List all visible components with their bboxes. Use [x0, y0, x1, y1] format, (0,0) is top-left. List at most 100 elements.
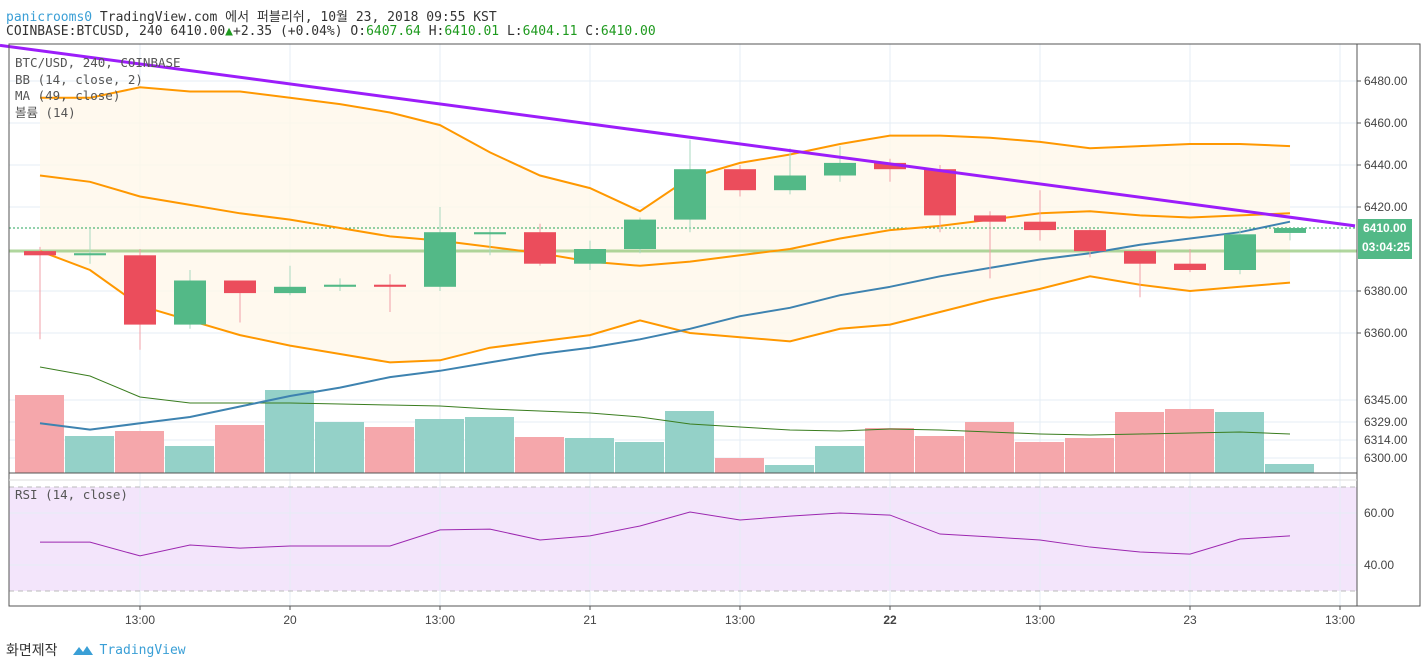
y-tick-label: 6480.00: [1364, 74, 1408, 88]
volume-ma-line: [39, 366, 1291, 436]
volume-bar: [1115, 412, 1164, 473]
candle: [24, 246, 56, 340]
low-value: 6404.11: [522, 24, 578, 39]
tradingview-logo-icon: [72, 646, 93, 655]
candle-body: [474, 232, 506, 235]
rsi-band: [9, 487, 1357, 591]
candle-body: [824, 162, 856, 176]
tradingview-brand: TradingView: [99, 642, 186, 658]
volume-bar: [815, 446, 864, 473]
volume-bar: [415, 419, 464, 473]
candle: [774, 148, 806, 195]
volume-bar: [365, 427, 414, 473]
volume-bar: [765, 465, 814, 473]
volume-bar: [965, 422, 1014, 473]
candle-body: [374, 284, 406, 287]
candle: [1224, 228, 1256, 275]
volume-bar: [615, 442, 664, 473]
candle: [824, 146, 856, 182]
candle-body: [174, 280, 206, 325]
y-tick-label: 6460.00: [1364, 116, 1408, 130]
volume-bar: [665, 411, 714, 473]
candle-body: [1174, 263, 1206, 270]
last-price: 6410.00: [170, 24, 226, 39]
y-tick-label: 6380.00: [1364, 284, 1408, 298]
candle-body: [74, 253, 106, 256]
publish-info: panicrooms0 TradingView.com 에서 퍼블리쉬, 10월…: [6, 6, 497, 25]
last-price-badge-text: 6410.00: [1363, 221, 1407, 235]
candle: [574, 240, 606, 270]
y-tick-label: 6300.00: [1364, 451, 1408, 465]
candle: [324, 278, 356, 291]
volume-bar: [565, 438, 614, 473]
candle-body: [674, 169, 706, 220]
y-tick-label: 6314.00: [1364, 433, 1408, 447]
bb-basis-line: [39, 174, 1291, 267]
candle-body: [774, 175, 806, 191]
candle-body: [724, 169, 756, 191]
candle: [724, 165, 756, 197]
y-tick-label: 6345.00: [1364, 393, 1408, 407]
y-tick-label: 6440.00: [1364, 158, 1408, 172]
symbol: COINBASE:BTCUSD, 240: [6, 24, 163, 39]
publish-text: TradingView.com 에서 퍼블리쉬, 10월 23, 2018 09…: [99, 10, 497, 25]
legend-ma[interactable]: MA (49, close): [15, 88, 121, 103]
volume-bar: [215, 425, 264, 473]
x-tick-label: 13:00: [425, 613, 455, 627]
candle-body: [624, 219, 656, 249]
candle-body: [424, 232, 456, 287]
volume-bar: [515, 437, 564, 473]
bb-upper-line: [40, 86, 1291, 213]
candle: [1124, 249, 1156, 298]
x-tick-label: 21: [583, 613, 597, 627]
x-tick-label: 13:00: [1025, 613, 1055, 627]
candle: [624, 217, 656, 254]
candle: [674, 139, 706, 233]
x-tick-label: 13:00: [125, 613, 155, 627]
low-label: L:: [506, 24, 523, 39]
candle: [1074, 228, 1106, 258]
y-tick-label: 6420.00: [1364, 200, 1408, 214]
candle-body: [974, 215, 1006, 222]
x-tick-label: 20: [283, 613, 297, 627]
volume-bar: [265, 390, 314, 473]
x-tick-label: 22: [883, 613, 897, 627]
volume-bar: [1265, 464, 1314, 473]
high-label: H:: [428, 24, 445, 39]
candle-body: [524, 232, 556, 264]
trendline: [0, 43, 1356, 228]
legend-bb[interactable]: BB (14, close, 2): [15, 71, 143, 87]
candle-body: [1124, 251, 1156, 264]
candle: [274, 265, 306, 296]
candle-body: [1274, 228, 1306, 233]
volume-bar: [315, 422, 364, 473]
chart-legend: BTC/USD, 240, COINBASE BB (14, close, 2)…: [15, 55, 181, 121]
candle-body: [24, 251, 56, 256]
candle-body: [1074, 230, 1106, 252]
open-label: O:: [350, 24, 367, 39]
candle: [1024, 190, 1056, 241]
tradingview-logo[interactable]: TradingView: [72, 643, 186, 658]
legend-symbol[interactable]: BTC/USD, 240, COINBASE: [15, 55, 181, 70]
volume-bar: [1065, 438, 1114, 473]
symbol-info: COINBASE:BTCUSD, 240 6410.00▲+2.35 (+0.0…: [6, 24, 656, 39]
candle: [474, 228, 506, 256]
volume-bar: [115, 431, 164, 473]
candle: [224, 280, 256, 323]
open-value: 6407.64: [366, 24, 421, 39]
candle-body: [224, 280, 256, 294]
last-price-badge: [1358, 219, 1412, 237]
legend-rsi[interactable]: RSI (14, close): [15, 487, 128, 502]
countdown-badge: [1358, 237, 1412, 259]
candle: [124, 249, 156, 350]
candle: [1274, 227, 1306, 241]
close-value: 6410.00: [600, 24, 656, 39]
volume-bar: [15, 395, 64, 473]
author-link[interactable]: panicrooms0: [6, 10, 93, 25]
made-with-label: 화면제작: [6, 643, 58, 659]
x-tick-label: 23: [1183, 613, 1197, 627]
candle-body: [924, 169, 956, 216]
legend-volume[interactable]: 볼륨 (14): [15, 104, 76, 120]
x-tick-label: 13:00: [725, 613, 755, 627]
